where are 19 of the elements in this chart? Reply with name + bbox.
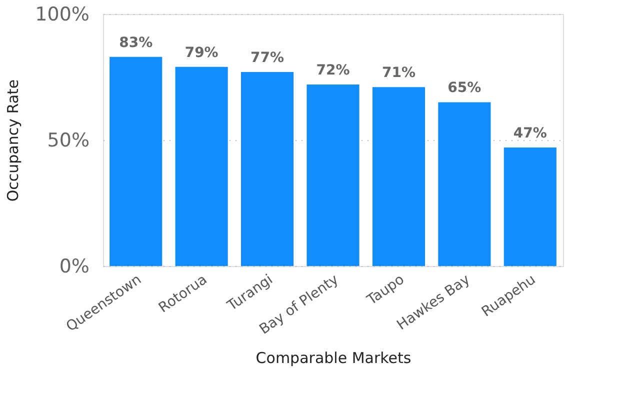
- y-tick-label: 100%: [35, 4, 90, 26]
- data-label: 71%: [382, 65, 416, 82]
- bar: [110, 56, 162, 266]
- bar: [241, 72, 294, 266]
- bar: [306, 84, 360, 266]
- y-tick-label: 0%: [59, 256, 90, 278]
- bar: [175, 66, 228, 266]
- y-tick-label: 50%: [47, 130, 90, 152]
- data-label: 79%: [184, 44, 218, 61]
- bar: [438, 102, 491, 266]
- x-axis-title: Comparable Markets: [256, 349, 412, 367]
- bar: [372, 87, 425, 266]
- y-axis-title: Occupancy Rate: [4, 79, 22, 202]
- data-label: 72%: [316, 62, 350, 79]
- data-label: 77%: [250, 50, 284, 66]
- bar: [504, 148, 556, 266]
- data-label: 47%: [513, 126, 547, 142]
- data-label: 65%: [448, 80, 482, 96]
- data-label: 83%: [119, 34, 153, 51]
